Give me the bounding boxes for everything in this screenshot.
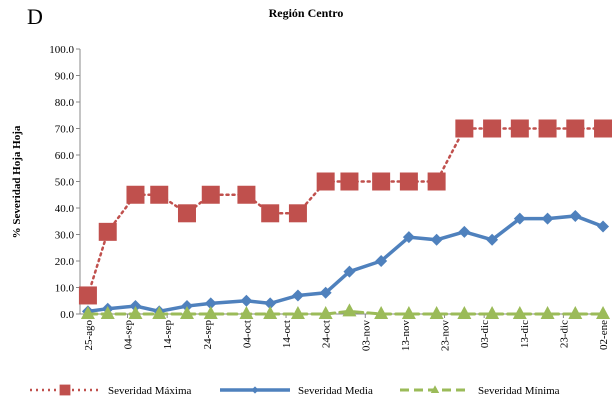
- legend-label: Severidad Media: [298, 385, 373, 397]
- data-point: [319, 286, 332, 299]
- data-point: [237, 185, 256, 204]
- y-axis-label: % Severidad Hoja Hoja: [11, 125, 23, 238]
- data-point: [540, 306, 555, 319]
- data-point: [429, 306, 444, 319]
- series-line: [86, 309, 605, 316]
- data-point: [569, 209, 582, 222]
- x-tick-label: 24-oct: [321, 320, 333, 348]
- data-point: [290, 306, 305, 319]
- data-point: [128, 306, 143, 319]
- y-tick-label: 100.0: [49, 44, 74, 56]
- data-point: [427, 172, 446, 191]
- data-point: [402, 231, 415, 244]
- x-tick-label: 04-oct: [241, 320, 253, 348]
- data-point: [78, 286, 97, 305]
- data-point: [152, 306, 167, 319]
- y-tick-label: 30.0: [55, 230, 75, 242]
- data-point: [240, 294, 253, 307]
- data-point: [399, 172, 418, 191]
- data-point: [430, 233, 443, 246]
- x-tick-label: 03-dic: [479, 320, 491, 348]
- x-tick-label: 13-dic: [519, 320, 531, 348]
- data-point: [126, 185, 145, 204]
- data-point: [485, 306, 500, 319]
- y-tick-label: 60.0: [55, 150, 75, 162]
- data-point: [372, 172, 391, 191]
- data-point: [318, 306, 333, 319]
- x-tick-label: 25-ago: [83, 320, 95, 351]
- x-tick-label: 23-dic: [558, 320, 570, 348]
- data-point: [239, 306, 254, 319]
- data-point: [513, 212, 526, 225]
- data-point: [98, 222, 117, 241]
- data-point: [150, 185, 169, 204]
- data-point: [541, 212, 554, 225]
- data-point: [177, 204, 196, 223]
- data-point: [594, 119, 612, 138]
- y-tick-label: 10.0: [55, 283, 75, 295]
- data-point: [568, 306, 583, 319]
- data-point: [566, 119, 585, 138]
- data-point: [179, 306, 194, 319]
- x-tick-label: 04-sep: [123, 320, 135, 350]
- data-point: [457, 306, 472, 319]
- legend-marker: [430, 385, 440, 393]
- panel-label: D: [27, 4, 43, 29]
- data-point: [538, 119, 557, 138]
- data-point: [342, 303, 357, 317]
- legend-marker: [59, 384, 71, 396]
- x-tick-label: 03-nov: [360, 320, 372, 352]
- data-point: [455, 119, 474, 138]
- y-tick-label: 20.0: [55, 256, 75, 268]
- y-tick-label: 90.0: [55, 71, 75, 83]
- data-point: [486, 233, 499, 246]
- data-point: [204, 297, 217, 310]
- legend-marker: [251, 386, 259, 394]
- x-tick-label: 24-sep: [202, 320, 214, 350]
- data-point: [316, 172, 335, 191]
- data-point: [100, 306, 115, 319]
- x-tick-label: 14-oct: [281, 320, 293, 348]
- x-tick-label: 23-nov: [440, 320, 452, 352]
- data-point: [340, 172, 359, 191]
- data-point: [288, 204, 307, 223]
- data-point: [343, 265, 356, 278]
- data-point: [291, 289, 304, 302]
- data-point: [512, 306, 527, 319]
- x-tick-label: 13-nov: [400, 320, 412, 352]
- data-point: [80, 306, 95, 319]
- data-point: [264, 297, 277, 310]
- y-tick-label: 70.0: [55, 124, 75, 136]
- data-point: [510, 119, 529, 138]
- data-point: [597, 220, 610, 233]
- data-point: [261, 204, 280, 223]
- x-tick-label: 02-ene: [598, 320, 610, 350]
- data-point: [374, 306, 389, 319]
- x-tick-label: 14-sep: [162, 320, 174, 350]
- y-tick-label: 80.0: [55, 97, 75, 109]
- data-point: [201, 185, 220, 204]
- data-point: [596, 306, 611, 319]
- data-point: [458, 225, 471, 238]
- data-point: [375, 255, 388, 267]
- legend-label: Severidad Mínima: [478, 385, 560, 397]
- legend-label: Severidad Máxima: [108, 385, 192, 397]
- data-point: [203, 306, 218, 319]
- data-point: [401, 306, 416, 319]
- y-tick-label: 40.0: [55, 203, 75, 215]
- y-tick-label: 50.0: [55, 177, 75, 189]
- y-tick-label: 0.0: [60, 309, 74, 321]
- data-point: [263, 306, 278, 319]
- data-point: [483, 119, 502, 138]
- series-line: [86, 214, 605, 314]
- chart-title: Región Centro: [269, 6, 344, 20]
